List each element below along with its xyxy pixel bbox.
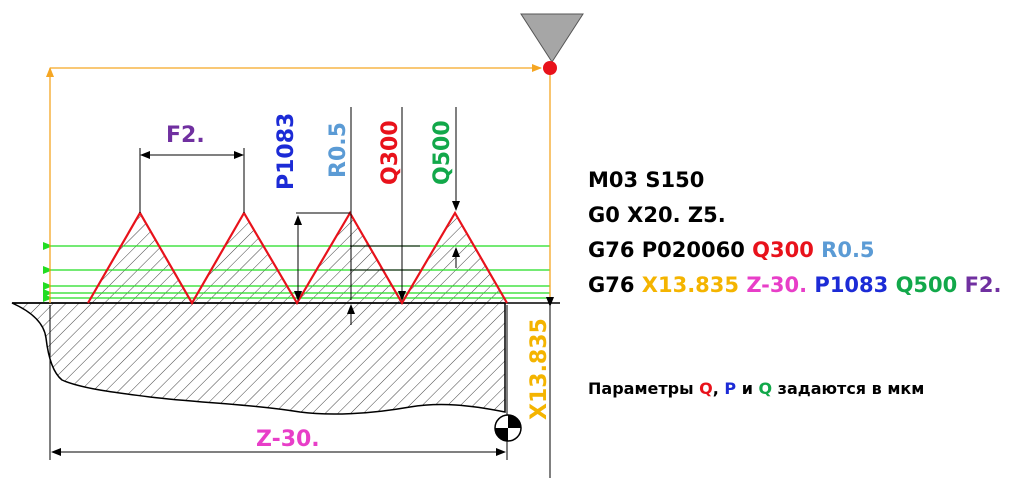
- workpiece-body: [11, 302, 506, 415]
- tool-path: [46, 64, 551, 303]
- text-segment: P: [724, 379, 737, 398]
- text-segment: [957, 273, 964, 297]
- text-segment: Z-30.: [746, 273, 808, 297]
- text-segment: Q: [758, 379, 773, 398]
- text-segment: G76 P020060: [588, 238, 753, 262]
- text-segment: Параметры: [588, 379, 700, 398]
- min-depth-dimension: [350, 107, 420, 301]
- p-label: P1083: [274, 113, 299, 190]
- code-line-2: G0 X20. Z5.: [588, 203, 726, 227]
- text-segment: Q500: [895, 273, 958, 297]
- text-segment: X13.835: [641, 273, 740, 297]
- code-line-1: M03 S150: [588, 168, 705, 192]
- text-segment: F2.: [964, 273, 1002, 297]
- text-segment: и: [736, 379, 759, 398]
- text-segment: [888, 273, 895, 297]
- thread-height-dimension: [294, 212, 350, 301]
- text-segment: G76: [588, 273, 642, 297]
- x-label: X13.835: [527, 318, 552, 420]
- origin-symbol: [494, 414, 522, 442]
- q300-label: Q300: [378, 120, 403, 185]
- units-note: Параметры Q, P и Q задаются в мкм: [588, 379, 924, 398]
- q500-label: Q500: [430, 120, 455, 185]
- text-segment: Q: [699, 379, 713, 398]
- thread-profile: [87, 210, 508, 306]
- r-label: R0.5: [326, 122, 351, 178]
- thread-teeth: [88, 213, 507, 303]
- tool-point-marker: [543, 61, 557, 75]
- text-segment: P1083: [814, 273, 889, 297]
- z-label: Z-30.: [256, 427, 320, 452]
- text-segment: задаются в мкм: [772, 379, 925, 398]
- code-line-4: G76 X13.835 Z-30. P1083 Q500 F2.: [588, 273, 1002, 297]
- code-line-3: G76 P020060 Q300 R0.5: [588, 238, 875, 262]
- text-segment: ,: [712, 379, 725, 398]
- cutting-tool: [520, 13, 584, 63]
- text-segment: R0.5: [821, 238, 875, 262]
- pitch-dimension: [139, 148, 245, 213]
- text-segment: Q300: [752, 238, 814, 262]
- pitch-label: F2.: [166, 123, 205, 148]
